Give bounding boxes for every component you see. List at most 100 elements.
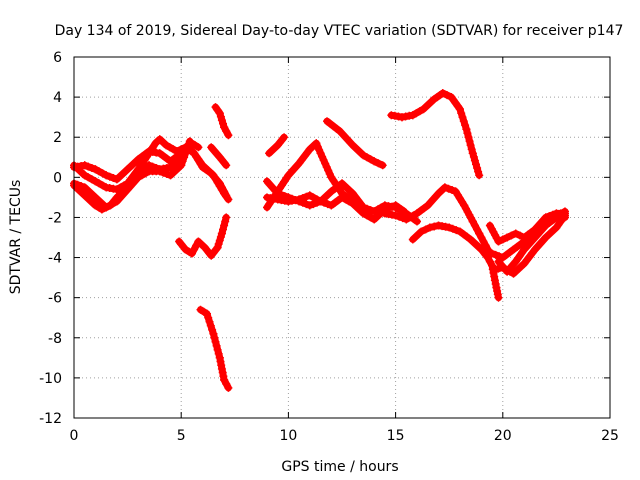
- y-tick-label: -12: [39, 411, 62, 427]
- x-tick-label: 25: [601, 428, 619, 444]
- plus-marker: [464, 133, 473, 142]
- plus-marker: [181, 149, 190, 158]
- plus-marker: [398, 214, 407, 223]
- plus-marker: [219, 119, 227, 128]
- plus-marker: [322, 163, 331, 171]
- plus-marker: [220, 221, 229, 230]
- plus-marker: [217, 229, 226, 238]
- plus-marker: [443, 91, 452, 100]
- plus-marker: [295, 195, 304, 204]
- plot-frame: [73, 56, 611, 419]
- plus-marker: [459, 117, 468, 126]
- plus-marker: [462, 125, 471, 134]
- plus-marker: [184, 141, 193, 150]
- plus-marker: [206, 321, 215, 330]
- plus-marker: [488, 249, 497, 258]
- plus-marker: [380, 205, 389, 214]
- plus-marker: [216, 233, 225, 241]
- data-track-track-14: [387, 89, 484, 180]
- plus-marker: [80, 161, 89, 170]
- plus-marker: [465, 137, 474, 146]
- plus-marker: [221, 217, 230, 226]
- plus-marker: [155, 167, 164, 176]
- chart-title: Day 134 of 2019, Sidereal Day-to-day VTE…: [55, 23, 624, 39]
- plus-marker: [102, 171, 111, 180]
- plus-marker: [84, 162, 93, 171]
- plus-marker: [204, 313, 213, 322]
- plus-marker: [461, 121, 470, 130]
- plus-marker: [298, 194, 307, 203]
- data-tracks: [70, 89, 569, 392]
- plus-marker: [491, 250, 500, 259]
- plus-marker: [215, 236, 224, 245]
- plus-marker: [466, 141, 475, 150]
- plus-marker: [494, 237, 503, 246]
- data-track-track-12: [263, 191, 409, 224]
- data-track-track-8: [196, 305, 233, 392]
- plus-marker: [312, 139, 321, 148]
- plus-marker: [222, 191, 231, 200]
- plus-marker: [222, 161, 231, 170]
- plus-marker: [208, 325, 217, 334]
- plus-marker: [444, 184, 453, 193]
- plus-marker: [470, 156, 479, 165]
- y-tick-label: 0: [53, 170, 62, 186]
- plus-marker: [378, 161, 387, 170]
- plus-marker: [216, 112, 225, 121]
- plus-marker: [202, 309, 211, 318]
- plus-marker: [214, 240, 223, 248]
- plus-marker: [545, 214, 554, 223]
- plus-marker: [172, 147, 181, 156]
- plus-marker: [374, 159, 383, 168]
- plus-marker: [552, 211, 561, 220]
- plus-marker: [561, 213, 569, 222]
- plus-marker: [468, 149, 477, 158]
- plus-marker: [541, 215, 550, 224]
- y-tick-label: 4: [53, 90, 62, 106]
- plus-marker: [212, 341, 221, 350]
- plus-marker: [109, 174, 118, 182]
- plus-marker: [182, 145, 191, 154]
- plus-marker: [105, 172, 114, 181]
- plus-marker: [215, 109, 224, 118]
- plus-marker: [214, 349, 223, 358]
- plus-marker: [425, 223, 434, 232]
- plus-marker: [448, 186, 457, 194]
- x-axis-label: GPS time / hours: [281, 459, 398, 475]
- y-tick-label: 6: [53, 50, 62, 66]
- plus-marker: [503, 233, 512, 242]
- plus-marker: [438, 89, 447, 98]
- plus-marker: [217, 364, 226, 373]
- data-track-track-4: [70, 137, 194, 212]
- plus-marker: [305, 201, 314, 210]
- plus-marker: [319, 156, 328, 165]
- plus-marker: [205, 317, 214, 326]
- plus-marker: [87, 164, 96, 172]
- plus-marker: [318, 152, 327, 161]
- plus-marker: [316, 197, 325, 206]
- plus-marker: [323, 200, 332, 209]
- plus-marker: [395, 212, 404, 221]
- plus-marker: [463, 129, 472, 138]
- x-tick-label: 20: [494, 428, 512, 444]
- plus-marker: [263, 193, 271, 202]
- y-tick-label: -4: [48, 251, 62, 267]
- plus-marker: [494, 293, 503, 302]
- data-track-track-7: [175, 213, 231, 260]
- plus-marker: [180, 153, 189, 162]
- plus-marker: [417, 227, 426, 236]
- plus-marker: [457, 109, 466, 118]
- plus-marker: [430, 222, 439, 231]
- y-tick-label: -2: [48, 210, 62, 226]
- data-track-track-13: [323, 117, 387, 170]
- plus-marker: [498, 235, 507, 244]
- plus-marker: [370, 157, 379, 166]
- track-line: [70, 135, 230, 199]
- plus-marker: [151, 139, 160, 148]
- plus-marker: [213, 345, 222, 354]
- plus-marker: [384, 204, 393, 213]
- plus-marker: [548, 212, 557, 221]
- plus-marker: [210, 333, 219, 342]
- x-tick-label: 5: [177, 428, 186, 444]
- plus-marker: [474, 167, 483, 176]
